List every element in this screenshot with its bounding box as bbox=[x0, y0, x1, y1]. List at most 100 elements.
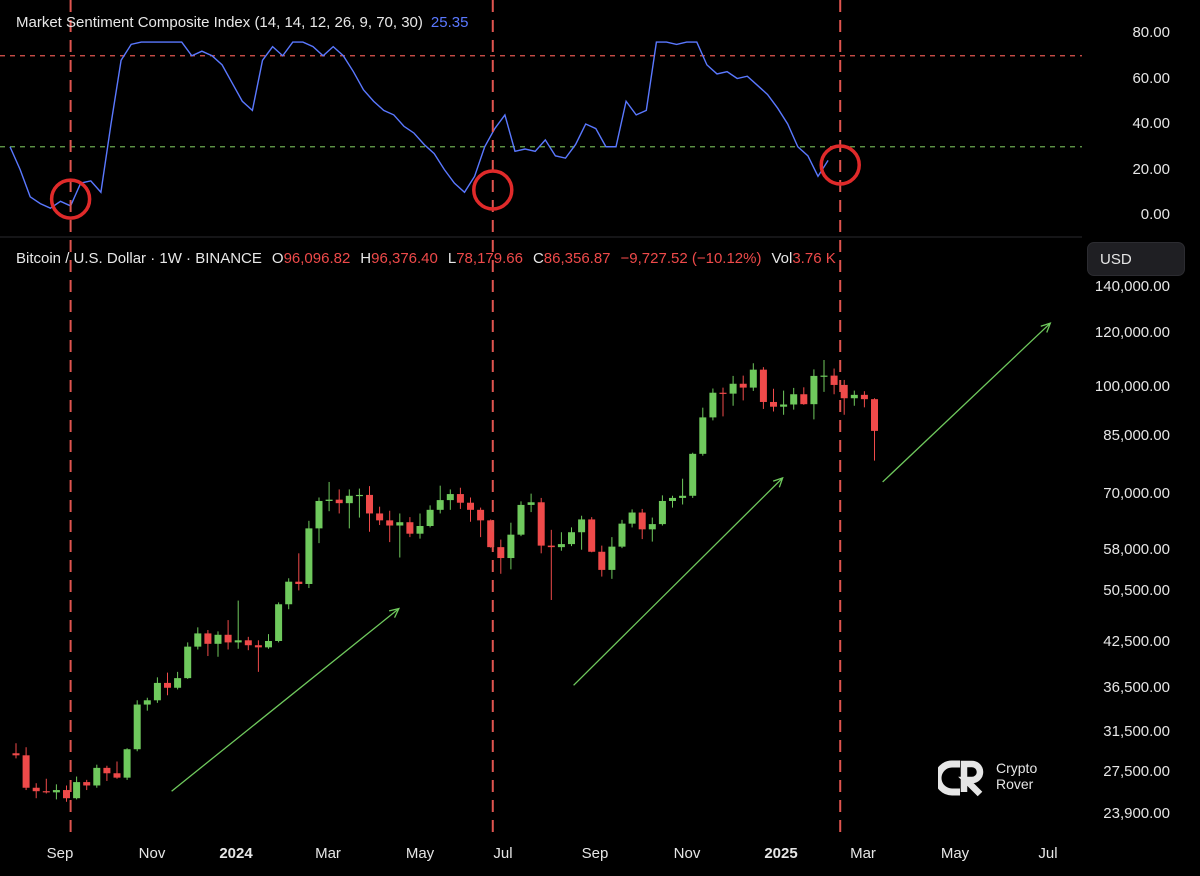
candle-body bbox=[537, 502, 545, 546]
candle bbox=[699, 407, 707, 456]
candle bbox=[426, 505, 434, 528]
volume-label: Vol bbox=[771, 250, 793, 267]
candle-body bbox=[810, 375, 818, 405]
candle bbox=[628, 509, 636, 528]
candle-body bbox=[52, 790, 60, 793]
trend-arrow-head bbox=[1040, 322, 1052, 333]
time-tick: 2025 bbox=[764, 845, 798, 862]
signal-circle bbox=[49, 178, 92, 220]
volume-value: 3.76 K bbox=[792, 250, 836, 267]
candle-body bbox=[184, 646, 192, 679]
time-tick: Nov bbox=[138, 845, 166, 862]
logo-line-1: Crypto bbox=[996, 760, 1038, 776]
candle bbox=[820, 359, 828, 392]
candle-body bbox=[860, 394, 868, 400]
candle bbox=[719, 387, 727, 417]
high-label: H bbox=[360, 250, 372, 267]
candle bbox=[507, 522, 515, 570]
candle-body bbox=[679, 495, 687, 498]
candle bbox=[739, 375, 747, 401]
candle-body bbox=[133, 704, 141, 750]
candle bbox=[32, 783, 40, 799]
candle-body bbox=[325, 499, 333, 501]
candle-body bbox=[335, 499, 343, 504]
candle bbox=[406, 517, 414, 538]
trend-arrow-shaft bbox=[882, 322, 1051, 483]
signal-circle bbox=[472, 169, 514, 211]
candle bbox=[850, 390, 858, 406]
price-y-tick: 85,000.00 bbox=[1103, 426, 1170, 444]
candle bbox=[345, 489, 353, 529]
candle-body bbox=[123, 749, 131, 778]
candle bbox=[265, 634, 272, 649]
candle-body bbox=[578, 519, 586, 533]
candle-body bbox=[477, 509, 485, 521]
candle bbox=[618, 519, 626, 549]
candle bbox=[103, 765, 111, 781]
vertical-markers bbox=[69, 0, 842, 840]
candle bbox=[689, 452, 697, 498]
candle-body bbox=[669, 497, 676, 501]
price-y-tick: 42,500.00 bbox=[1103, 633, 1170, 651]
candle bbox=[12, 743, 20, 759]
candle bbox=[416, 513, 424, 539]
price-y-tick: 31,500.00 bbox=[1103, 722, 1170, 740]
candle-body bbox=[83, 782, 91, 786]
candle-body bbox=[376, 513, 384, 521]
indicator-y-tick: 20.00 bbox=[1132, 160, 1170, 178]
candle-body bbox=[568, 532, 575, 545]
candle-body bbox=[386, 520, 394, 526]
candle-body bbox=[315, 500, 323, 529]
indicator-line bbox=[9, 41, 829, 209]
candlestick-layer bbox=[12, 359, 878, 802]
time-tick: May bbox=[940, 845, 970, 862]
candle bbox=[214, 631, 222, 657]
price-y-tick: 23,900.00 bbox=[1103, 805, 1170, 822]
change-value: −9,727.52 (−10.12%) bbox=[620, 250, 762, 267]
candle bbox=[679, 478, 687, 505]
candle-body bbox=[557, 544, 565, 548]
candle-body bbox=[143, 700, 151, 705]
candle bbox=[497, 539, 505, 574]
trend-arrow bbox=[882, 322, 1052, 483]
candle-body bbox=[244, 640, 252, 646]
close-value: 86,356.87 bbox=[543, 250, 611, 267]
candle bbox=[477, 507, 485, 538]
candle-body bbox=[487, 520, 495, 548]
candle bbox=[123, 748, 131, 780]
candle bbox=[164, 672, 171, 696]
candle-body bbox=[93, 767, 101, 786]
candle-body bbox=[618, 523, 626, 547]
candle bbox=[830, 368, 838, 395]
trend-arrows bbox=[171, 322, 1052, 792]
candle bbox=[658, 495, 666, 526]
candle bbox=[557, 532, 565, 551]
candle bbox=[436, 485, 444, 514]
candle-body bbox=[709, 392, 717, 418]
indicator-legend: Market Sentiment Composite Index (14, 14… bbox=[16, 14, 468, 31]
candle-body bbox=[628, 512, 636, 524]
candle-body bbox=[254, 645, 262, 648]
candle-body bbox=[63, 790, 70, 799]
indicator-y-tick: 40.00 bbox=[1132, 115, 1170, 132]
candle bbox=[517, 501, 525, 537]
candle-body bbox=[497, 547, 505, 559]
candle bbox=[759, 367, 767, 409]
candle bbox=[527, 493, 535, 513]
candle bbox=[83, 779, 91, 791]
candle bbox=[598, 545, 606, 577]
candle bbox=[366, 486, 373, 532]
candle-body bbox=[214, 634, 222, 644]
candle bbox=[335, 489, 343, 514]
candle-body bbox=[396, 522, 404, 526]
candle bbox=[588, 517, 596, 553]
currency-button[interactable]: USD bbox=[1087, 242, 1185, 276]
candle bbox=[22, 747, 30, 791]
candle bbox=[153, 677, 161, 703]
price-y-tick: 50,500.00 bbox=[1103, 581, 1170, 599]
candle-body bbox=[507, 534, 515, 559]
candle bbox=[396, 513, 404, 558]
logo-text: Crypto Rover bbox=[996, 760, 1037, 792]
candle-body bbox=[840, 384, 848, 399]
